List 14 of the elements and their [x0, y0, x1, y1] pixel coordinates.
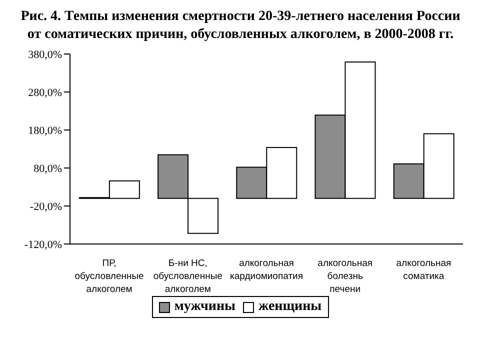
y-tick-label: -120,0%	[24, 238, 62, 251]
y-tick-label: -20,0%	[30, 200, 62, 213]
legend-label: мужчины	[173, 299, 236, 315]
y-tick-label: 280,0%	[28, 86, 62, 99]
x-tick-label: Б-ни НС, обусловленные алкоголем	[153, 258, 222, 295]
y-tick-label: 380,0%	[28, 48, 62, 61]
x-tick-label: ПР, обусловленные алкоголем	[74, 258, 144, 295]
x-tick-label: алкогольная соматика	[396, 258, 452, 282]
chart-title: Рис. 4. Темпы изменения смертности 20-39-летнего населения России от соматических причин, обусловленных алкоголем, в 2000-2008 гг.	[20, 8, 462, 44]
y-tick-label: 80,0%	[34, 162, 62, 175]
x-tick-label: алкогольная кардиомиопатия	[230, 258, 303, 282]
legend-label: женщины	[257, 299, 322, 315]
x-tick-label: алкогольная болезнь печени	[318, 258, 373, 295]
y-tick-label: 180,0%	[28, 124, 62, 137]
